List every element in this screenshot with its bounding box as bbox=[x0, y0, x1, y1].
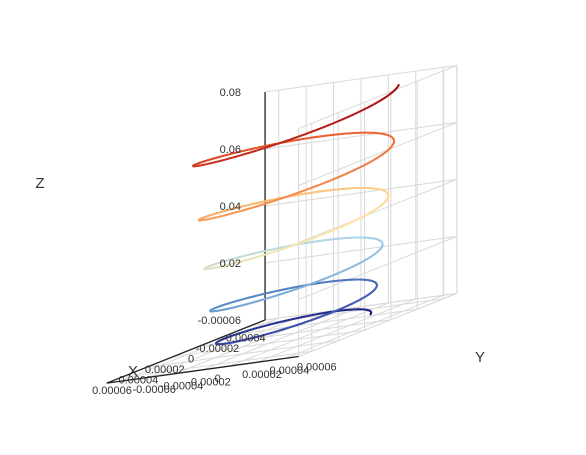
wall-grid-line bbox=[264, 121, 457, 150]
z-tick-label: 0.02 bbox=[220, 258, 241, 270]
grid-layer bbox=[106, 64, 458, 384]
wall-grid-line bbox=[298, 178, 458, 243]
z-tick-label: 0.06 bbox=[220, 144, 241, 156]
z-tick-label: 0.04 bbox=[220, 201, 241, 213]
floor-grid-line bbox=[284, 294, 444, 359]
x-tick-label: 0.00002 bbox=[145, 364, 185, 376]
wall-grid-line bbox=[298, 64, 458, 129]
floor-grid-line bbox=[257, 298, 416, 363]
tick-labels: -0.000060.020.040.060.08-0.00004-0.00002… bbox=[92, 87, 337, 397]
wall-grid-line bbox=[298, 121, 458, 186]
y-tick-label: -0.00002 bbox=[187, 377, 230, 389]
z-tick-label: -0.00006 bbox=[198, 315, 241, 327]
y-tick-label: -0.00004 bbox=[160, 380, 203, 392]
z-axis-title: Z bbox=[35, 175, 44, 192]
axes-layer bbox=[106, 92, 299, 384]
y-tick-label: 0.00004 bbox=[269, 365, 309, 377]
wall-grid-line bbox=[264, 64, 457, 93]
y-tick-label: 0.00002 bbox=[242, 369, 282, 381]
floor-grid-line bbox=[229, 302, 389, 367]
x-tick-label: -0.00002 bbox=[196, 343, 239, 355]
helix-curve bbox=[192, 83, 400, 346]
wall-grid-line bbox=[264, 178, 457, 207]
y-axis-title: Y bbox=[475, 349, 485, 366]
x-axis-line bbox=[106, 319, 266, 384]
wall-grid-line bbox=[264, 235, 457, 264]
x-tick-label: -0.00004 bbox=[222, 332, 265, 344]
wall-grid-line bbox=[298, 292, 458, 357]
y-tick-label: 0 bbox=[215, 373, 221, 385]
x-tick-label: 0 bbox=[188, 353, 194, 365]
floor-grid-line bbox=[202, 306, 362, 371]
y-axis-line bbox=[106, 355, 299, 384]
wall-grid-line bbox=[298, 235, 458, 300]
x-tick-label: 0.00004 bbox=[118, 374, 158, 386]
helix-segment bbox=[397, 83, 400, 87]
y-tick-label: 0.00006 bbox=[297, 361, 337, 373]
wall-grid-line bbox=[264, 292, 457, 321]
floor-grid-line bbox=[147, 313, 307, 378]
x-axis-title: X bbox=[128, 363, 138, 380]
y-tick-label: -0.00006 bbox=[132, 384, 175, 396]
x-tick-label: 0.00006 bbox=[92, 385, 132, 397]
z-tick-label: 0.08 bbox=[220, 87, 241, 99]
